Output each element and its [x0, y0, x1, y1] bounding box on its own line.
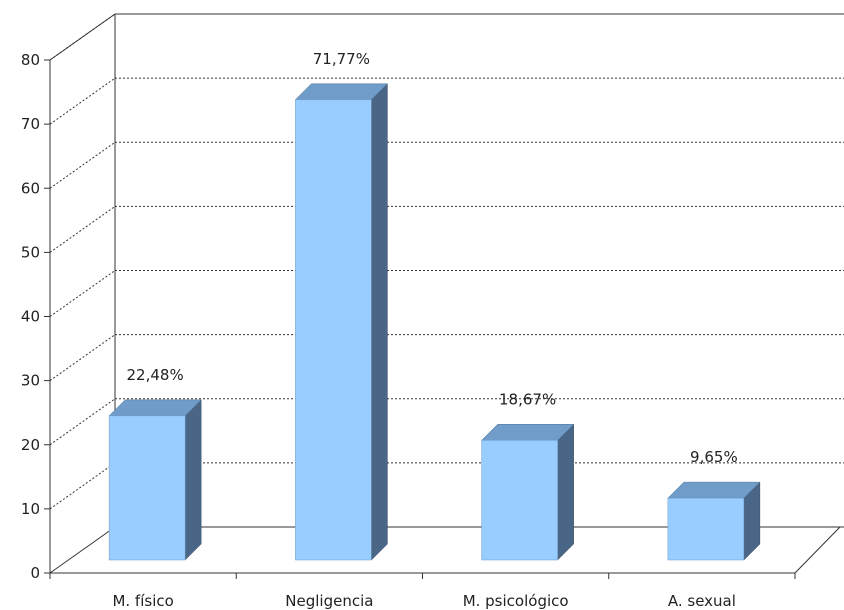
floor-left-edge: [49, 526, 116, 574]
gridline-wall: [49, 77, 116, 125]
gridline-wall: [49, 462, 116, 510]
left-wall-top: [49, 13, 116, 61]
bar-top: [667, 481, 761, 499]
data-label: 22,48%: [127, 366, 184, 384]
y-tick-label: 70: [21, 115, 40, 133]
gridline-wall: [49, 334, 116, 382]
y-tick-label: 80: [21, 51, 40, 69]
gridline-wall: [49, 270, 116, 317]
y-tick-label: 30: [21, 372, 40, 390]
bar-front: [667, 497, 745, 561]
data-label: 9,65%: [690, 448, 738, 466]
bar-front: [295, 99, 372, 561]
category-label: M. psicológico: [463, 592, 569, 610]
category-label: Negligencia: [285, 592, 373, 610]
bar-front: [481, 440, 558, 561]
y-tick-label: 10: [21, 500, 40, 518]
bar-front: [108, 415, 186, 561]
y-tick-label: 40: [21, 308, 40, 326]
bar-side: [557, 423, 574, 561]
category-label: M. físico: [112, 592, 173, 610]
gridline-wall: [49, 141, 116, 189]
grid-layer: [49, 13, 844, 510]
y-tick-label: 60: [21, 179, 40, 197]
y-tick-label: 50: [21, 243, 40, 261]
bar-3: [481, 423, 575, 561]
category-labels: M. físico Negligencia M. psicológico A. sex…: [112, 592, 735, 610]
bar-side: [184, 399, 202, 561]
category-label: A. sexual: [668, 592, 736, 610]
data-labels: 22,48% 71,77% 18,67% 9,65%: [127, 50, 738, 466]
data-label: 18,67%: [499, 390, 556, 408]
y-tick-label: 20: [21, 436, 40, 454]
y-tick-labels: 0 10 20 30 40 50 60 70 80: [21, 51, 40, 582]
gridline-wall: [49, 205, 116, 253]
bar-top: [481, 424, 575, 441]
bar-top: [108, 399, 202, 417]
bar-2: [294, 83, 388, 561]
bar-side: [371, 83, 388, 561]
gridline-wall: [49, 398, 116, 446]
y-tick-label: 0: [30, 564, 40, 582]
bar-top: [294, 83, 388, 101]
bars: [108, 83, 761, 561]
bar-1: [108, 399, 202, 561]
floor-right-edge: [794, 526, 841, 574]
bar-4: [667, 481, 761, 561]
data-label: 71,77%: [313, 50, 370, 68]
